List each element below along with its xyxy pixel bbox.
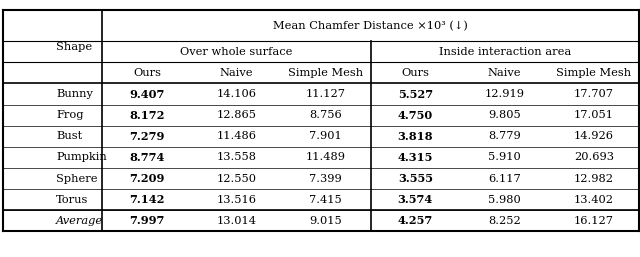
Text: 4.257: 4.257: [397, 215, 433, 226]
Text: 13.014: 13.014: [216, 216, 257, 226]
Text: 4.315: 4.315: [397, 152, 433, 163]
Text: 7.142: 7.142: [129, 194, 165, 205]
Text: 11.489: 11.489: [306, 152, 346, 162]
Text: 9.015: 9.015: [310, 216, 342, 226]
Text: 3.574: 3.574: [397, 194, 433, 205]
Text: 13.402: 13.402: [574, 195, 614, 205]
Text: 8.252: 8.252: [488, 216, 521, 226]
Text: 5.980: 5.980: [488, 195, 521, 205]
Text: 7.901: 7.901: [310, 131, 342, 141]
Text: 9.407: 9.407: [129, 89, 164, 99]
Text: 12.982: 12.982: [574, 173, 614, 183]
Text: Naive: Naive: [220, 68, 253, 78]
Text: 17.051: 17.051: [574, 110, 614, 120]
Text: 5.910: 5.910: [488, 152, 521, 162]
Text: 8.756: 8.756: [310, 110, 342, 120]
Text: 14.926: 14.926: [574, 131, 614, 141]
Text: 7.209: 7.209: [129, 173, 164, 184]
Text: 12.865: 12.865: [216, 110, 257, 120]
Text: Naive: Naive: [488, 68, 522, 78]
Text: Pumpkin: Pumpkin: [56, 152, 107, 162]
Text: 8.774: 8.774: [129, 152, 164, 163]
Text: 7.399: 7.399: [310, 173, 342, 183]
Text: 17.707: 17.707: [574, 89, 614, 99]
Text: 3.818: 3.818: [397, 131, 433, 142]
Text: 11.486: 11.486: [216, 131, 257, 141]
Text: 13.558: 13.558: [216, 152, 257, 162]
Text: Average: Average: [56, 216, 103, 226]
Text: 20.693: 20.693: [574, 152, 614, 162]
Text: 16.127: 16.127: [574, 216, 614, 226]
Text: 4.750: 4.750: [397, 110, 433, 121]
Text: Ours: Ours: [133, 68, 161, 78]
Text: 11.127: 11.127: [306, 89, 346, 99]
Text: Simple Mesh: Simple Mesh: [556, 68, 632, 78]
Text: 7.997: 7.997: [129, 215, 164, 226]
Text: 5.527: 5.527: [397, 89, 433, 99]
Text: Bust: Bust: [56, 131, 83, 141]
Text: Sphere: Sphere: [56, 173, 97, 183]
Text: 14.106: 14.106: [216, 89, 257, 99]
Text: 8.779: 8.779: [488, 131, 521, 141]
Text: 12.550: 12.550: [216, 173, 257, 183]
Text: Mean Chamfer Distance ×10³ (↓): Mean Chamfer Distance ×10³ (↓): [273, 21, 468, 31]
Text: Frog: Frog: [56, 110, 83, 120]
Text: Torus: Torus: [56, 195, 88, 205]
Text: Bunny: Bunny: [56, 89, 93, 99]
Text: 12.919: 12.919: [484, 89, 525, 99]
Text: 13.516: 13.516: [216, 195, 257, 205]
Text: Ours: Ours: [401, 68, 429, 78]
Text: 9.805: 9.805: [488, 110, 521, 120]
Text: Simple Mesh: Simple Mesh: [288, 68, 364, 78]
Text: Shape: Shape: [56, 42, 92, 52]
Text: 7.279: 7.279: [129, 131, 164, 142]
Text: Inside interaction area: Inside interaction area: [438, 47, 571, 57]
Text: 3.555: 3.555: [397, 173, 433, 184]
Text: 6.117: 6.117: [488, 173, 521, 183]
Text: 8.172: 8.172: [129, 110, 165, 121]
Text: Over whole surface: Over whole surface: [180, 47, 292, 57]
Text: 7.415: 7.415: [310, 195, 342, 205]
